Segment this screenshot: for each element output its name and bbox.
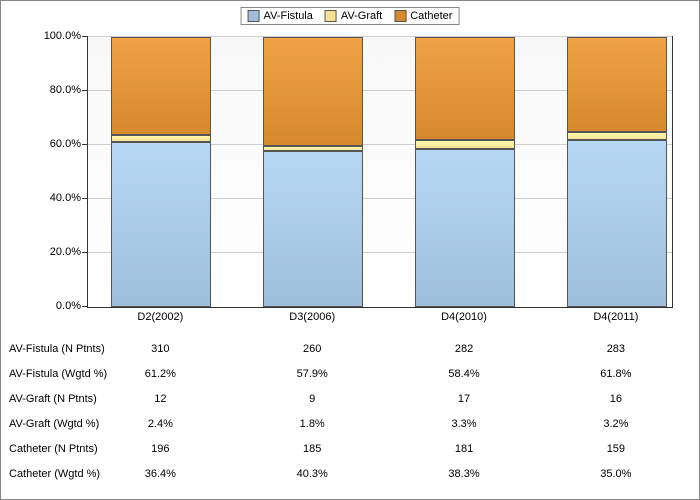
table-row: AV-Fistula (Wgtd %)61.2%57.9%58.4%61.8% <box>1 361 699 386</box>
table-cell: 2.4% <box>110 418 210 430</box>
bar-segment-catheter <box>567 37 667 132</box>
table-cell: 185 <box>262 443 362 455</box>
x-axis-label: D2(2002) <box>110 311 210 323</box>
legend-label: AV-Fistula <box>264 10 313 22</box>
legend-swatch <box>248 10 260 22</box>
bar-segment-catheter <box>415 37 515 140</box>
table-cell: 36.4% <box>110 468 210 480</box>
bar-segment-av_graft <box>263 146 363 151</box>
legend-item-catheter: Catheter <box>394 10 452 22</box>
bar-segment-av_fistula <box>111 142 211 307</box>
x-axis-label: D4(2010) <box>414 311 514 323</box>
bar-segment-av_fistula <box>263 151 363 307</box>
bar-group <box>111 37 211 307</box>
y-tick-label: 80.0% <box>21 84 81 96</box>
legend: AV-Fistula AV-Graft Catheter <box>241 7 460 25</box>
table-row: Catheter (Wgtd %)36.4%40.3%38.3%35.0% <box>1 461 699 486</box>
table-cell: 3.2% <box>566 418 666 430</box>
y-tick-label: 60.0% <box>21 138 81 150</box>
table-row: AV-Graft (N Ptnts)1291716 <box>1 386 699 411</box>
x-axis-label: D4(2011) <box>566 311 666 323</box>
bar-segment-av_fistula <box>567 140 667 307</box>
table-cell: 310 <box>110 343 210 355</box>
y-tick-label: 100.0% <box>21 30 81 42</box>
bar-group <box>263 37 363 307</box>
data-table: AV-Fistula (N Ptnts)310260282283AV-Fistu… <box>1 336 699 486</box>
x-axis-label: D3(2006) <box>262 311 362 323</box>
table-cell: 16 <box>566 393 666 405</box>
table-row: Catheter (N Ptnts)196185181159 <box>1 436 699 461</box>
table-cell: 17 <box>414 393 514 405</box>
table-cell: 283 <box>566 343 666 355</box>
table-cell: 58.4% <box>414 368 514 380</box>
legend-swatch <box>394 10 406 22</box>
legend-swatch <box>325 10 337 22</box>
bar-segment-av_graft <box>415 140 515 149</box>
chart-container: AV-Fistula AV-Graft Catheter 0.0% 20.0% 40… <box>0 0 700 500</box>
y-tick-label: 0.0% <box>21 300 81 312</box>
legend-item-av-fistula: AV-Fistula <box>248 10 313 22</box>
bar-segment-av_fistula <box>415 149 515 307</box>
table-cell: 35.0% <box>566 468 666 480</box>
table-cell: 9 <box>262 393 362 405</box>
table-row: AV-Fistula (N Ptnts)310260282283 <box>1 336 699 361</box>
table-cell: 3.3% <box>414 418 514 430</box>
table-cell: 40.3% <box>262 468 362 480</box>
bar-group <box>415 37 515 307</box>
table-cell: 57.9% <box>262 368 362 380</box>
table-cell: 61.2% <box>110 368 210 380</box>
table-cell: 181 <box>414 443 514 455</box>
bar-segment-catheter <box>263 37 363 146</box>
table-cell: 61.8% <box>566 368 666 380</box>
bar-group <box>567 37 667 307</box>
legend-label: Catheter <box>410 10 452 22</box>
table-cell: 12 <box>110 393 210 405</box>
y-tick-label: 20.0% <box>21 246 81 258</box>
table-cell: 260 <box>262 343 362 355</box>
table-cell: 38.3% <box>414 468 514 480</box>
table-row: AV-Graft (Wgtd %)2.4%1.8%3.3%3.2% <box>1 411 699 436</box>
table-cell: 196 <box>110 443 210 455</box>
legend-label: AV-Graft <box>341 10 382 22</box>
bar-segment-av_graft <box>567 132 667 141</box>
bar-segment-catheter <box>111 37 211 135</box>
table-cell: 159 <box>566 443 666 455</box>
bar-segment-av_graft <box>111 135 211 141</box>
legend-item-av-graft: AV-Graft <box>325 10 382 22</box>
plot-area <box>87 36 673 308</box>
table-cell: 282 <box>414 343 514 355</box>
table-cell: 1.8% <box>262 418 362 430</box>
y-tick-label: 40.0% <box>21 192 81 204</box>
